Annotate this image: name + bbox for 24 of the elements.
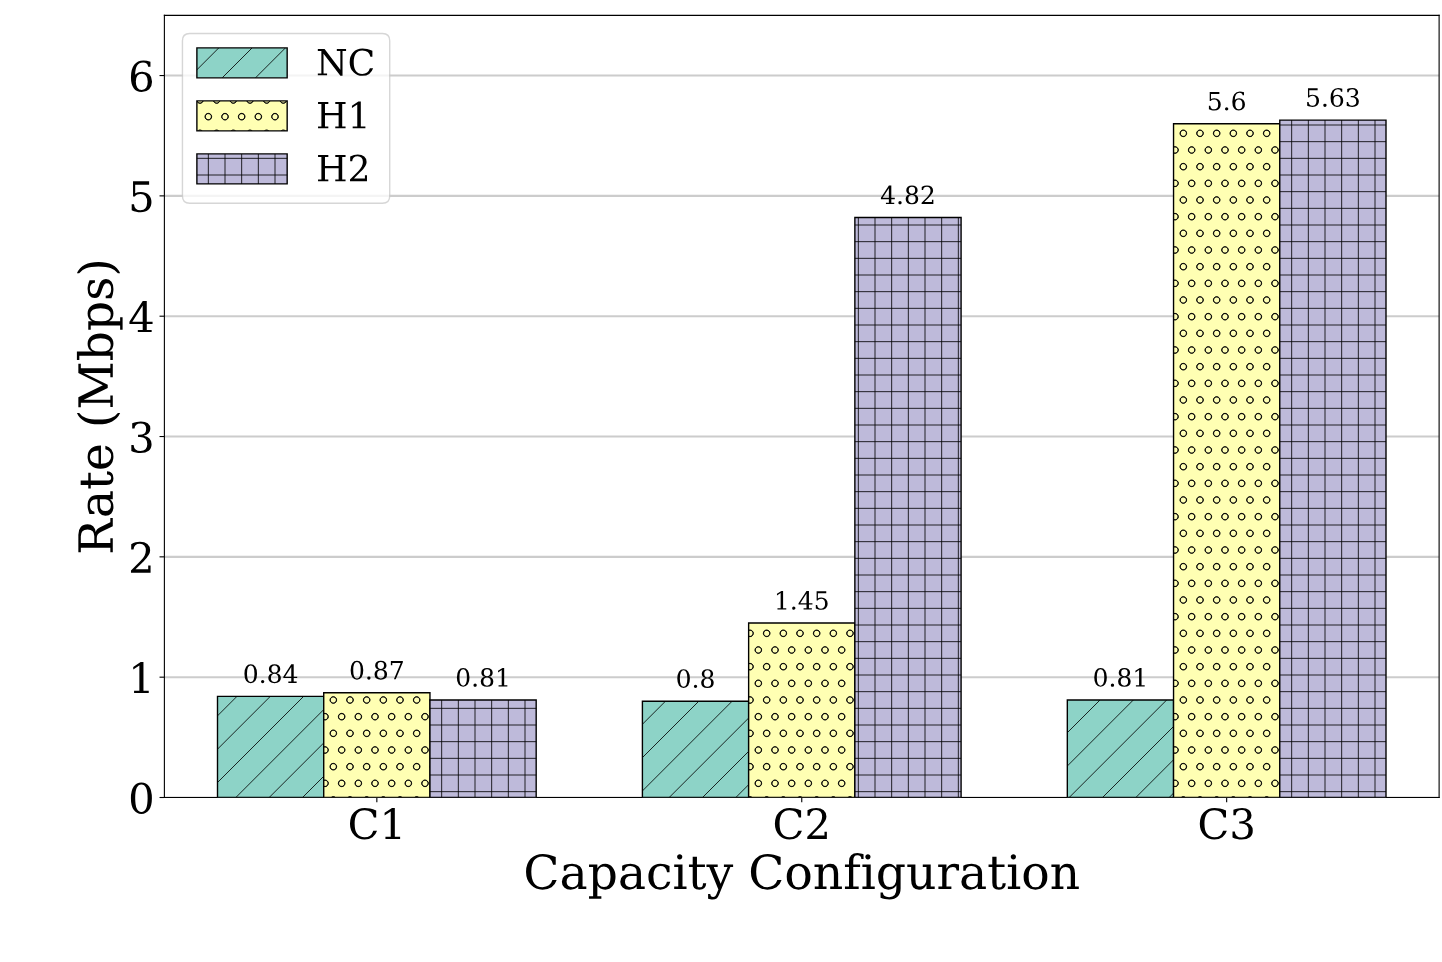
y-tick-label: 5 xyxy=(131,181,152,213)
x-tick-label: C2 xyxy=(774,807,827,840)
x-tick-label: C3 xyxy=(1199,807,1253,840)
y-tick-label: 6 xyxy=(130,60,153,92)
legend-label: H2 xyxy=(318,154,367,182)
data-label: 5.63 xyxy=(1307,87,1359,107)
y-tick-label: 0 xyxy=(130,782,152,814)
y-tick-label: 2 xyxy=(130,541,151,573)
data-label: 0.84 xyxy=(244,664,298,684)
data-label: 5.6 xyxy=(1208,91,1245,111)
y-axis-title: Rate (Mbps) xyxy=(76,261,123,553)
legend-label: NC xyxy=(317,48,374,76)
data-label: 0.81 xyxy=(456,667,508,687)
x-tick-label: C1 xyxy=(349,807,401,840)
y-tick-label: 1 xyxy=(133,662,149,693)
data-label: 0.81 xyxy=(1094,667,1145,687)
y-tick-label: 3 xyxy=(131,421,152,453)
data-label: 4.82 xyxy=(880,185,934,205)
data-label: 0.8 xyxy=(677,669,714,689)
data-label: 1.45 xyxy=(776,590,828,610)
y-tick-label: 4 xyxy=(129,301,153,333)
legend-label: H1 xyxy=(318,101,366,129)
data-label: 0.87 xyxy=(350,660,403,680)
x-axis-title: Capacity Configuration xyxy=(526,853,1079,900)
